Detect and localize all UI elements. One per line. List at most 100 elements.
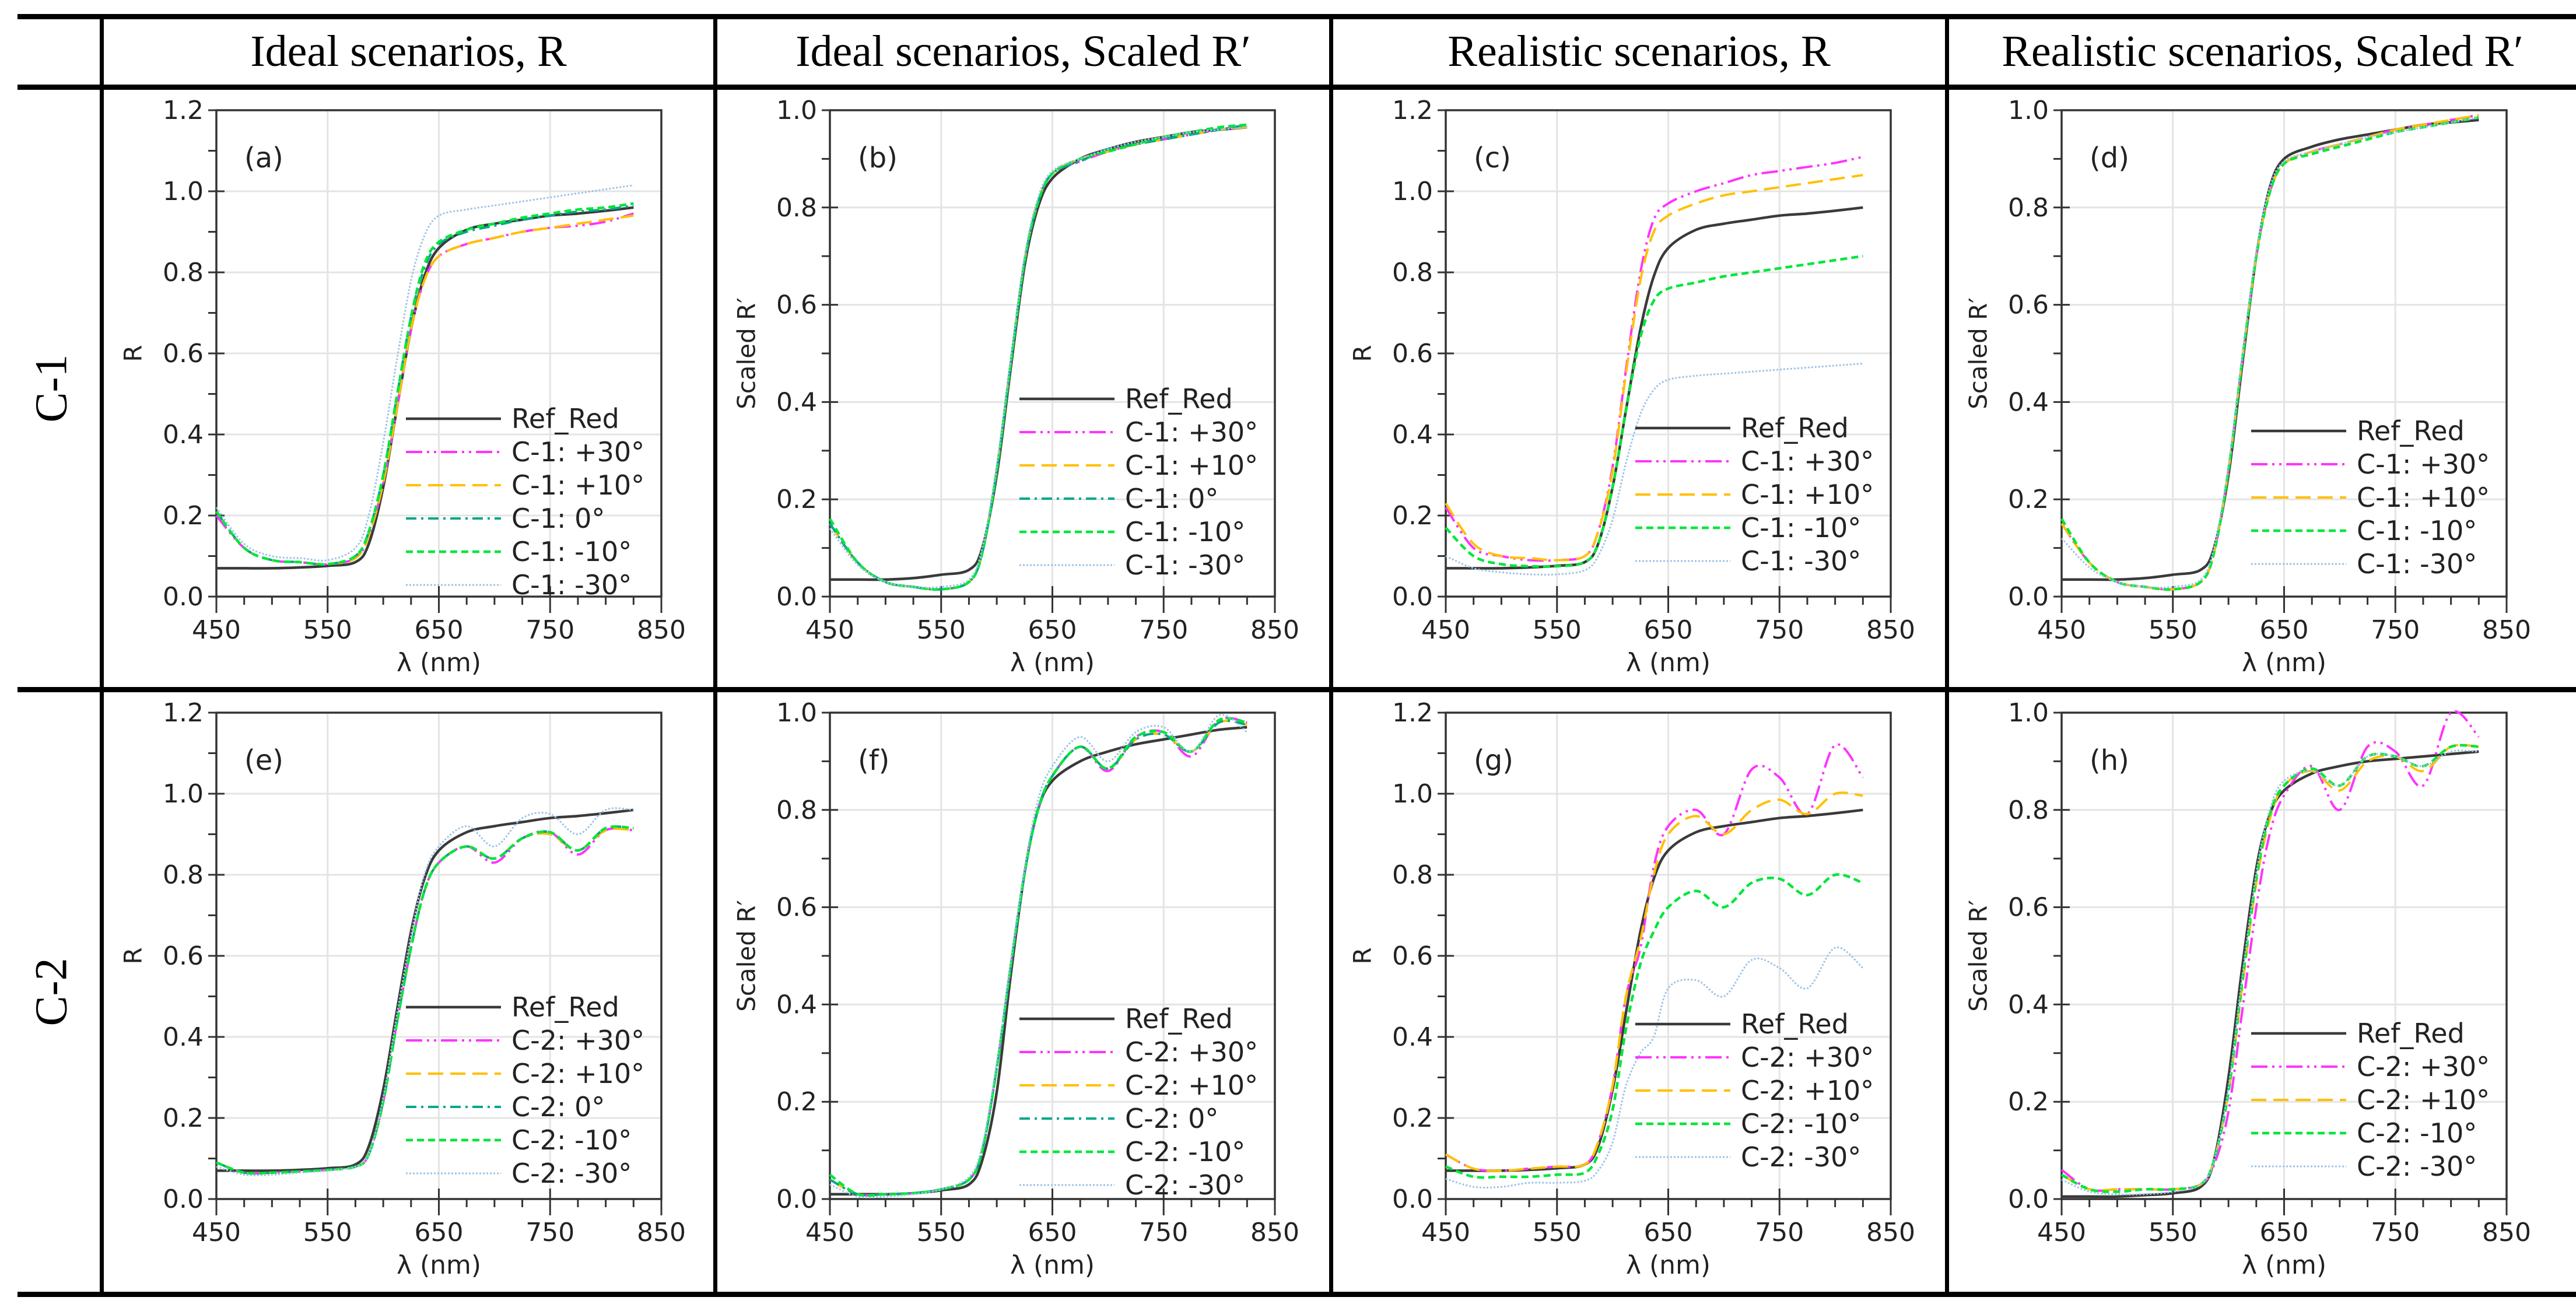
x-tick-label: 650 [1028, 1218, 1077, 1247]
legend-label: C-1: +10° [1125, 450, 1258, 481]
y-tick-label: 0.4 [2008, 990, 2049, 1019]
legend-label: C-2: +30° [511, 1025, 644, 1056]
x-tick-label: 650 [2260, 615, 2309, 645]
row-label-c2-text: C-2 [25, 958, 76, 1026]
legend-label: C-2: +10° [1125, 1070, 1258, 1101]
chart-panel-e: 450 550 650 750 850 0.0 0.2 0.4 0.6 0.8 1.0 1.2 λ (n… [104, 692, 717, 1293]
y-axis-label: Scaled R′ [733, 297, 761, 409]
x-tick-label: 750 [1755, 1218, 1804, 1247]
x-tick-label: 650 [415, 615, 464, 645]
y-tick-label: 0.4 [776, 990, 817, 1019]
x-tick-label: 650 [1644, 615, 1693, 645]
chart-panel-f: 450 550 650 750 850 0.0 0.2 0.4 0.6 0.8 1.0 λ (nm) S… [717, 692, 1331, 1293]
legend-label: C-1: -30° [1125, 549, 1245, 581]
y-tick-label: 0.0 [163, 582, 204, 612]
y-axis-label: R [119, 345, 148, 362]
x-tick-label: 850 [1866, 1218, 1915, 1247]
y-tick-label: 1.0 [1392, 177, 1433, 206]
panel-letter: (e) [244, 744, 283, 777]
panel-letter: (b) [858, 142, 898, 174]
line-chart: 450 550 650 750 850 0.0 0.2 0.4 0.6 0.8 1.0 1.2 λ (n… [1348, 698, 1915, 1280]
column-divider [1329, 16, 1333, 1296]
series-line-m30 [829, 126, 1247, 589]
legend-label: C-2: -10° [1125, 1136, 1245, 1168]
legend-label: C-1: -10° [511, 536, 632, 567]
x-tick-label: 750 [2371, 1218, 2420, 1247]
y-tick-label: 1.0 [1392, 779, 1433, 809]
y-tick-label: 0.2 [1392, 1103, 1433, 1133]
x-tick-label: 550 [1533, 1218, 1582, 1247]
y-tick-label: 0.8 [163, 258, 204, 288]
y-tick-label: 0.6 [776, 893, 817, 923]
legend-label: Ref_Red [1125, 383, 1233, 415]
legend-label: Ref_Red [1125, 1003, 1233, 1035]
panel-letter: (h) [2090, 744, 2129, 777]
y-tick-label: 0.0 [1392, 582, 1433, 612]
y-tick-label: 0.8 [776, 193, 817, 223]
x-tick-label: 550 [1533, 615, 1582, 645]
series-line-m10 [215, 202, 634, 566]
chart-panel-h: 450 550 650 750 850 0.0 0.2 0.4 0.6 0.8 1.0 λ (nm) S… [1949, 692, 2563, 1293]
legend-label: Ref_Red [2357, 415, 2465, 447]
x-tick-label: 450 [192, 1218, 241, 1247]
series-line-p30 [1445, 743, 1864, 1172]
x-tick-label: 450 [805, 1218, 854, 1247]
series-line-ref [2062, 750, 2479, 1198]
legend-label: C-1: 0° [511, 503, 605, 534]
y-tick-label: 0.2 [163, 1103, 204, 1133]
y-tick-label: 0.0 [163, 1184, 204, 1214]
series-line-m10 [1445, 254, 1863, 568]
legend-label: C-1: -30° [2357, 548, 2477, 580]
y-axis-label: R [119, 947, 148, 964]
x-tick-label: 450 [192, 615, 241, 645]
series-line-m30 [1445, 947, 1864, 1189]
chart-panel-b: 450 550 650 750 850 0.0 0.2 0.4 0.6 0.8 1.0 λ (nm) S… [717, 90, 1331, 690]
x-axis-label: λ (nm) [397, 1250, 481, 1280]
chart-panel-g: 450 550 650 750 850 0.0 0.2 0.4 0.6 0.8 1.0 1.2 λ (n… [1333, 692, 1947, 1293]
legend-label: C-1: +10° [2357, 482, 2490, 513]
legend-label: C-1: -30° [1741, 545, 1861, 577]
x-tick-label: 750 [1139, 615, 1188, 645]
column-divider [100, 16, 104, 1296]
x-tick-label: 550 [303, 615, 352, 645]
series-line-m30 [2061, 749, 2479, 1196]
y-tick-label: 0.8 [1392, 860, 1433, 890]
x-tick-label: 550 [917, 1218, 966, 1247]
legend-label: C-2: +10° [1741, 1075, 1874, 1106]
series-line-m30 [1445, 362, 1863, 576]
y-tick-label: 0.8 [2008, 193, 2049, 223]
table-top-rule [17, 14, 2576, 19]
legend-label: C-2: -10° [511, 1124, 632, 1156]
x-axis-label: λ (nm) [2242, 1250, 2326, 1280]
legend-label: C-2: +10° [511, 1058, 644, 1089]
y-tick-label: 0.2 [2008, 1087, 2049, 1117]
row-label-c1-text: C-1 [25, 354, 76, 423]
legend-label: C-2: +10° [2357, 1084, 2490, 1116]
y-tick-label: 0.6 [2008, 290, 2049, 320]
series-line-p30 [1445, 155, 1863, 562]
column-header-realistic-scaled: Realistic scenarios, Scaled R′ [2002, 27, 2524, 76]
series-line-p10 [1445, 791, 1863, 1172]
legend-label: C-1: +30° [1125, 416, 1258, 448]
y-axis-label: Scaled R′ [1964, 900, 1993, 1012]
x-tick-label: 450 [1421, 1218, 1470, 1247]
x-tick-label: 850 [1866, 615, 1915, 645]
x-tick-label: 650 [1028, 615, 1077, 645]
y-tick-label: 0.6 [1392, 941, 1433, 971]
y-tick-label: 1.2 [163, 96, 204, 125]
legend-label: C-1: -30° [511, 569, 632, 601]
x-tick-label: 750 [1139, 1218, 1188, 1247]
y-tick-label: 0.8 [2008, 795, 2049, 825]
x-tick-label: 550 [2149, 615, 2198, 645]
line-chart: 450 550 650 750 850 0.0 0.2 0.4 0.6 0.8 1.0 λ (nm) S… [733, 698, 1299, 1280]
x-axis-label: λ (nm) [1626, 648, 1711, 678]
legend-label: C-2: 0° [511, 1091, 605, 1123]
y-tick-label: 0.8 [776, 795, 817, 825]
line-chart: 450 550 650 750 850 0.0 0.2 0.4 0.6 0.8 1.0 1.2 λ (n… [1348, 96, 1915, 678]
legend-label: Ref_Red [1741, 1008, 1849, 1040]
legend-label: C-2: 0° [1125, 1103, 1218, 1134]
y-tick-label: 0.2 [1392, 501, 1433, 531]
y-tick-label: 0.2 [776, 485, 817, 514]
x-tick-label: 650 [2260, 1218, 2309, 1247]
column-divider [713, 16, 717, 1296]
